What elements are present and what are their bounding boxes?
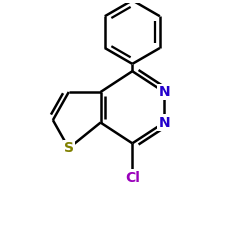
Text: Cl: Cl <box>125 170 140 184</box>
Text: N: N <box>158 85 170 99</box>
Text: S: S <box>64 141 74 155</box>
Text: N: N <box>158 116 170 130</box>
